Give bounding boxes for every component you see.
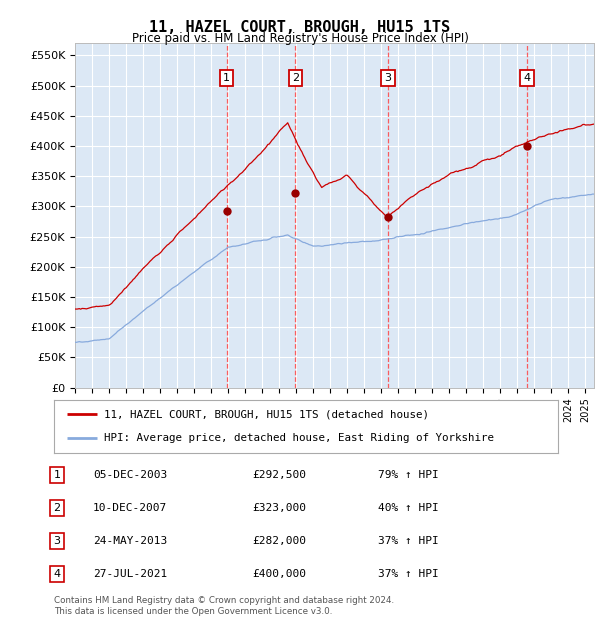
Text: £282,000: £282,000 [252, 536, 306, 546]
Text: 10-DEC-2007: 10-DEC-2007 [93, 503, 167, 513]
Text: 2: 2 [53, 503, 61, 513]
Text: 4: 4 [524, 73, 530, 83]
Text: £292,500: £292,500 [252, 470, 306, 480]
Text: 27-JUL-2021: 27-JUL-2021 [93, 569, 167, 579]
Text: 05-DEC-2003: 05-DEC-2003 [93, 470, 167, 480]
Text: 1: 1 [53, 470, 61, 480]
Text: 40% ↑ HPI: 40% ↑ HPI [378, 503, 439, 513]
Text: HPI: Average price, detached house, East Riding of Yorkshire: HPI: Average price, detached house, East… [104, 433, 494, 443]
Text: 1: 1 [223, 73, 230, 83]
Text: £400,000: £400,000 [252, 569, 306, 579]
Text: 3: 3 [385, 73, 391, 83]
Text: Price paid vs. HM Land Registry's House Price Index (HPI): Price paid vs. HM Land Registry's House … [131, 32, 469, 45]
Text: 79% ↑ HPI: 79% ↑ HPI [378, 470, 439, 480]
Text: 11, HAZEL COURT, BROUGH, HU15 1TS (detached house): 11, HAZEL COURT, BROUGH, HU15 1TS (detac… [104, 409, 430, 419]
Text: 11, HAZEL COURT, BROUGH, HU15 1TS: 11, HAZEL COURT, BROUGH, HU15 1TS [149, 20, 451, 35]
Text: 37% ↑ HPI: 37% ↑ HPI [378, 569, 439, 579]
Text: £323,000: £323,000 [252, 503, 306, 513]
Text: 24-MAY-2013: 24-MAY-2013 [93, 536, 167, 546]
Text: Contains HM Land Registry data © Crown copyright and database right 2024.
This d: Contains HM Land Registry data © Crown c… [54, 596, 394, 616]
Text: 3: 3 [53, 536, 61, 546]
Text: 2: 2 [292, 73, 299, 83]
Text: 37% ↑ HPI: 37% ↑ HPI [378, 536, 439, 546]
Text: 4: 4 [53, 569, 61, 579]
